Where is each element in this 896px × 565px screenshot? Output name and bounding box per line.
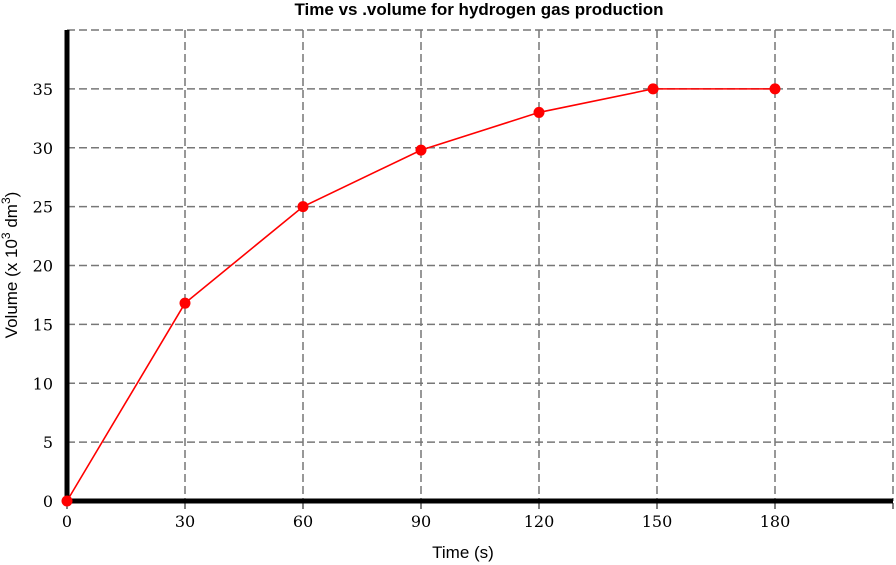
data-point <box>297 201 309 213</box>
data-point <box>647 83 659 95</box>
x-tick-label: 60 <box>293 512 313 531</box>
grid <box>67 29 894 501</box>
data-series <box>61 83 781 507</box>
x-tick-label: 90 <box>411 512 431 531</box>
x-tick-label: 150 <box>642 512 673 531</box>
data-point <box>533 106 545 118</box>
chart-title: Time vs .volume for hydrogen gas product… <box>294 0 663 19</box>
x-tick-label: 120 <box>524 512 555 531</box>
data-point <box>179 297 191 309</box>
y-tick-label: 0 <box>43 492 53 511</box>
y-axis-label-main: Volume (x 10 <box>2 239 21 338</box>
data-point <box>415 144 427 156</box>
y-tick-label: 30 <box>33 139 53 158</box>
x-tick-label: 30 <box>175 512 195 531</box>
x-axis-label: Time (s) <box>432 543 494 562</box>
y-tick-label: 15 <box>33 315 53 334</box>
y-axis-label: Volume (x 103 dm3) <box>0 192 21 339</box>
y-tick-label: 25 <box>33 198 53 217</box>
y-axis-label-sup2: 3 <box>0 197 13 204</box>
y-axis-label-mid: dm <box>2 204 21 232</box>
y-axis-label-end: ) <box>2 192 21 198</box>
x-tick-label: 0 <box>62 512 72 531</box>
tick-labels: 0 30 60 90 120 150 180 0 5 10 15 20 25 30 35 <box>33 80 791 531</box>
y-axis-label-sup: 3 <box>0 232 13 239</box>
x-tick-label: 180 <box>760 512 791 531</box>
y-tick-label: 5 <box>43 433 53 452</box>
y-tick-label: 10 <box>33 374 53 393</box>
y-tick-label: 20 <box>33 257 53 276</box>
axes <box>64 30 894 509</box>
data-point <box>61 495 73 507</box>
data-point <box>769 83 781 95</box>
y-tick-label: 35 <box>33 80 53 99</box>
